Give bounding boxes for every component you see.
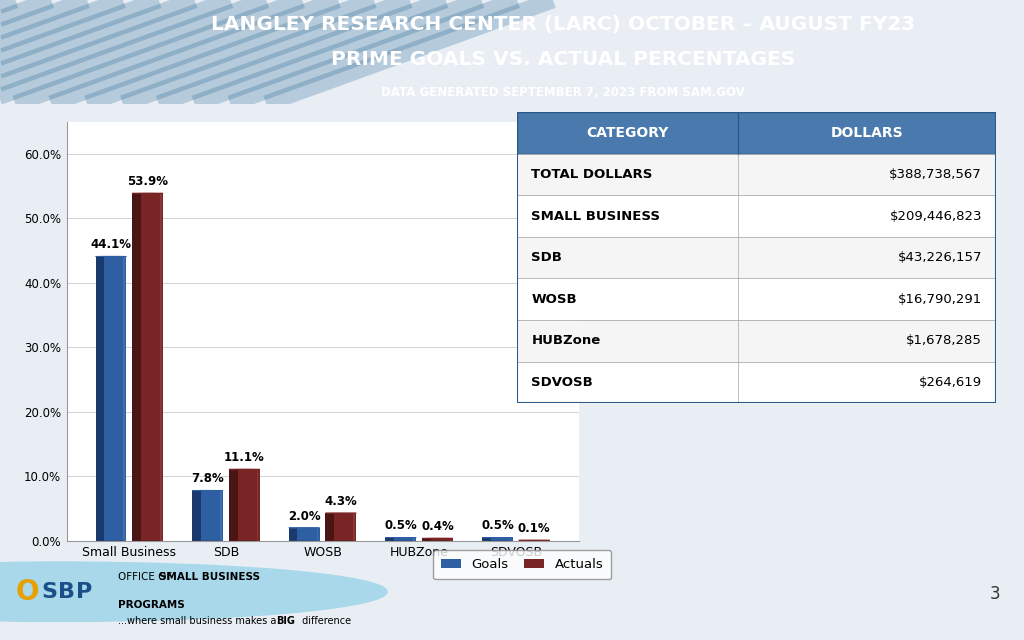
FancyBboxPatch shape [517,320,996,362]
Text: TOTAL DOLLARS: TOTAL DOLLARS [531,168,653,181]
Bar [160,193,162,541]
Text: 53.9%: 53.9% [127,175,168,188]
Text: $16,790,291: $16,790,291 [898,292,982,306]
Text: 0.5%: 0.5% [481,519,514,532]
Text: CATEGORY: CATEGORY [586,126,669,140]
Text: 3: 3 [990,584,1000,603]
Text: LANGLEY RESEARCH CENTER (LARC) OCTOBER – AUGUST FY23: LANGLEY RESEARCH CENTER (LARC) OCTOBER –… [211,15,915,35]
Bar [334,513,356,541]
Bar [228,469,238,541]
Text: $388,738,567: $388,738,567 [889,168,982,181]
Text: $43,226,157: $43,226,157 [897,251,982,264]
FancyBboxPatch shape [517,362,996,403]
Text: OFFICE OF: OFFICE OF [118,572,175,582]
Bar [482,538,490,541]
Text: difference: difference [299,616,351,627]
Bar [220,490,221,541]
Bar [510,538,511,541]
Text: O: O [16,578,39,605]
Bar [431,538,453,541]
Text: PROGRAMS: PROGRAMS [118,600,184,610]
Circle shape [0,562,387,621]
Text: 0.5%: 0.5% [384,519,417,532]
Text: 7.8%: 7.8% [191,472,224,485]
Text: SDVOSB: SDVOSB [531,376,593,389]
FancyBboxPatch shape [517,154,996,195]
Text: DATA GENERATED SEPTEMBER 7, 2023 FROM SAM.GOV: DATA GENERATED SEPTEMBER 7, 2023 FROM SA… [381,86,745,99]
Bar [385,538,394,541]
Bar [316,528,318,541]
Text: SMALL BUSINESS: SMALL BUSINESS [159,572,260,582]
Text: DOLLARS: DOLLARS [830,126,903,140]
Bar [547,540,548,541]
Text: S: S [41,582,57,602]
Bar [394,538,417,541]
Legend: Goals, Actuals: Goals, Actuals [433,550,611,579]
Bar [141,193,163,541]
Text: WOSB: WOSB [531,292,578,306]
Bar [289,528,297,541]
Text: BIG: BIG [276,616,295,627]
Bar [527,540,550,541]
Text: 4.3%: 4.3% [325,495,357,508]
Bar [257,469,258,541]
Text: $1,678,285: $1,678,285 [906,334,982,348]
Text: P: P [76,582,92,602]
Bar [297,528,319,541]
Bar [326,513,334,541]
Text: $209,446,823: $209,446,823 [890,209,982,223]
Text: 44.1%: 44.1% [90,238,131,251]
Text: PRIME GOALS VS. ACTUAL PERCENTAGES: PRIME GOALS VS. ACTUAL PERCENTAGES [331,49,796,68]
FancyBboxPatch shape [517,237,996,278]
Bar [422,538,431,541]
Text: HUBZone: HUBZone [531,334,601,348]
Text: SMALL BUSINESS: SMALL BUSINESS [531,209,660,223]
Bar [450,538,452,541]
Bar [201,490,223,541]
Bar [490,538,513,541]
Text: 0.1%: 0.1% [518,522,551,535]
Bar [95,257,104,541]
Text: 0.4%: 0.4% [421,520,454,533]
Bar [519,540,527,541]
Bar [353,513,355,541]
Bar [132,193,141,541]
FancyBboxPatch shape [517,278,996,320]
FancyBboxPatch shape [517,195,996,237]
Text: $264,619: $264,619 [919,376,982,389]
Text: 11.1%: 11.1% [224,451,264,464]
Text: B: B [58,582,75,602]
Bar [193,490,201,541]
Bar [123,257,125,541]
Bar [104,257,126,541]
Text: SDB: SDB [531,251,562,264]
Bar [238,469,260,541]
Text: ...where small business makes a: ...where small business makes a [118,616,280,627]
FancyBboxPatch shape [517,112,996,154]
Text: 2.0%: 2.0% [288,509,321,522]
Bar [413,538,415,541]
